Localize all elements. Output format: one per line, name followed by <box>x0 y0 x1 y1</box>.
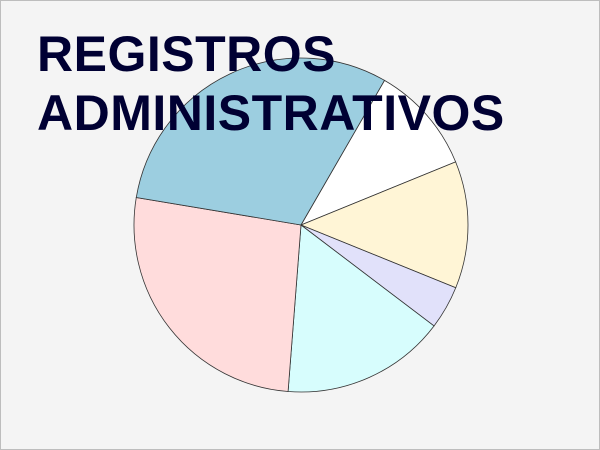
title-line-1: REGISTROS <box>37 26 336 82</box>
pie-slice-5 <box>133 197 302 392</box>
title-line-2: ADMINISTRATIVOS <box>37 85 505 141</box>
slide-title: REGISTROS ADMINISTRATIVOS <box>37 25 505 143</box>
pie-slice-4 <box>287 224 435 393</box>
pie-slice-6 <box>135 57 386 226</box>
pie-slice-2 <box>299 161 469 289</box>
pie-slice-1 <box>300 79 457 226</box>
